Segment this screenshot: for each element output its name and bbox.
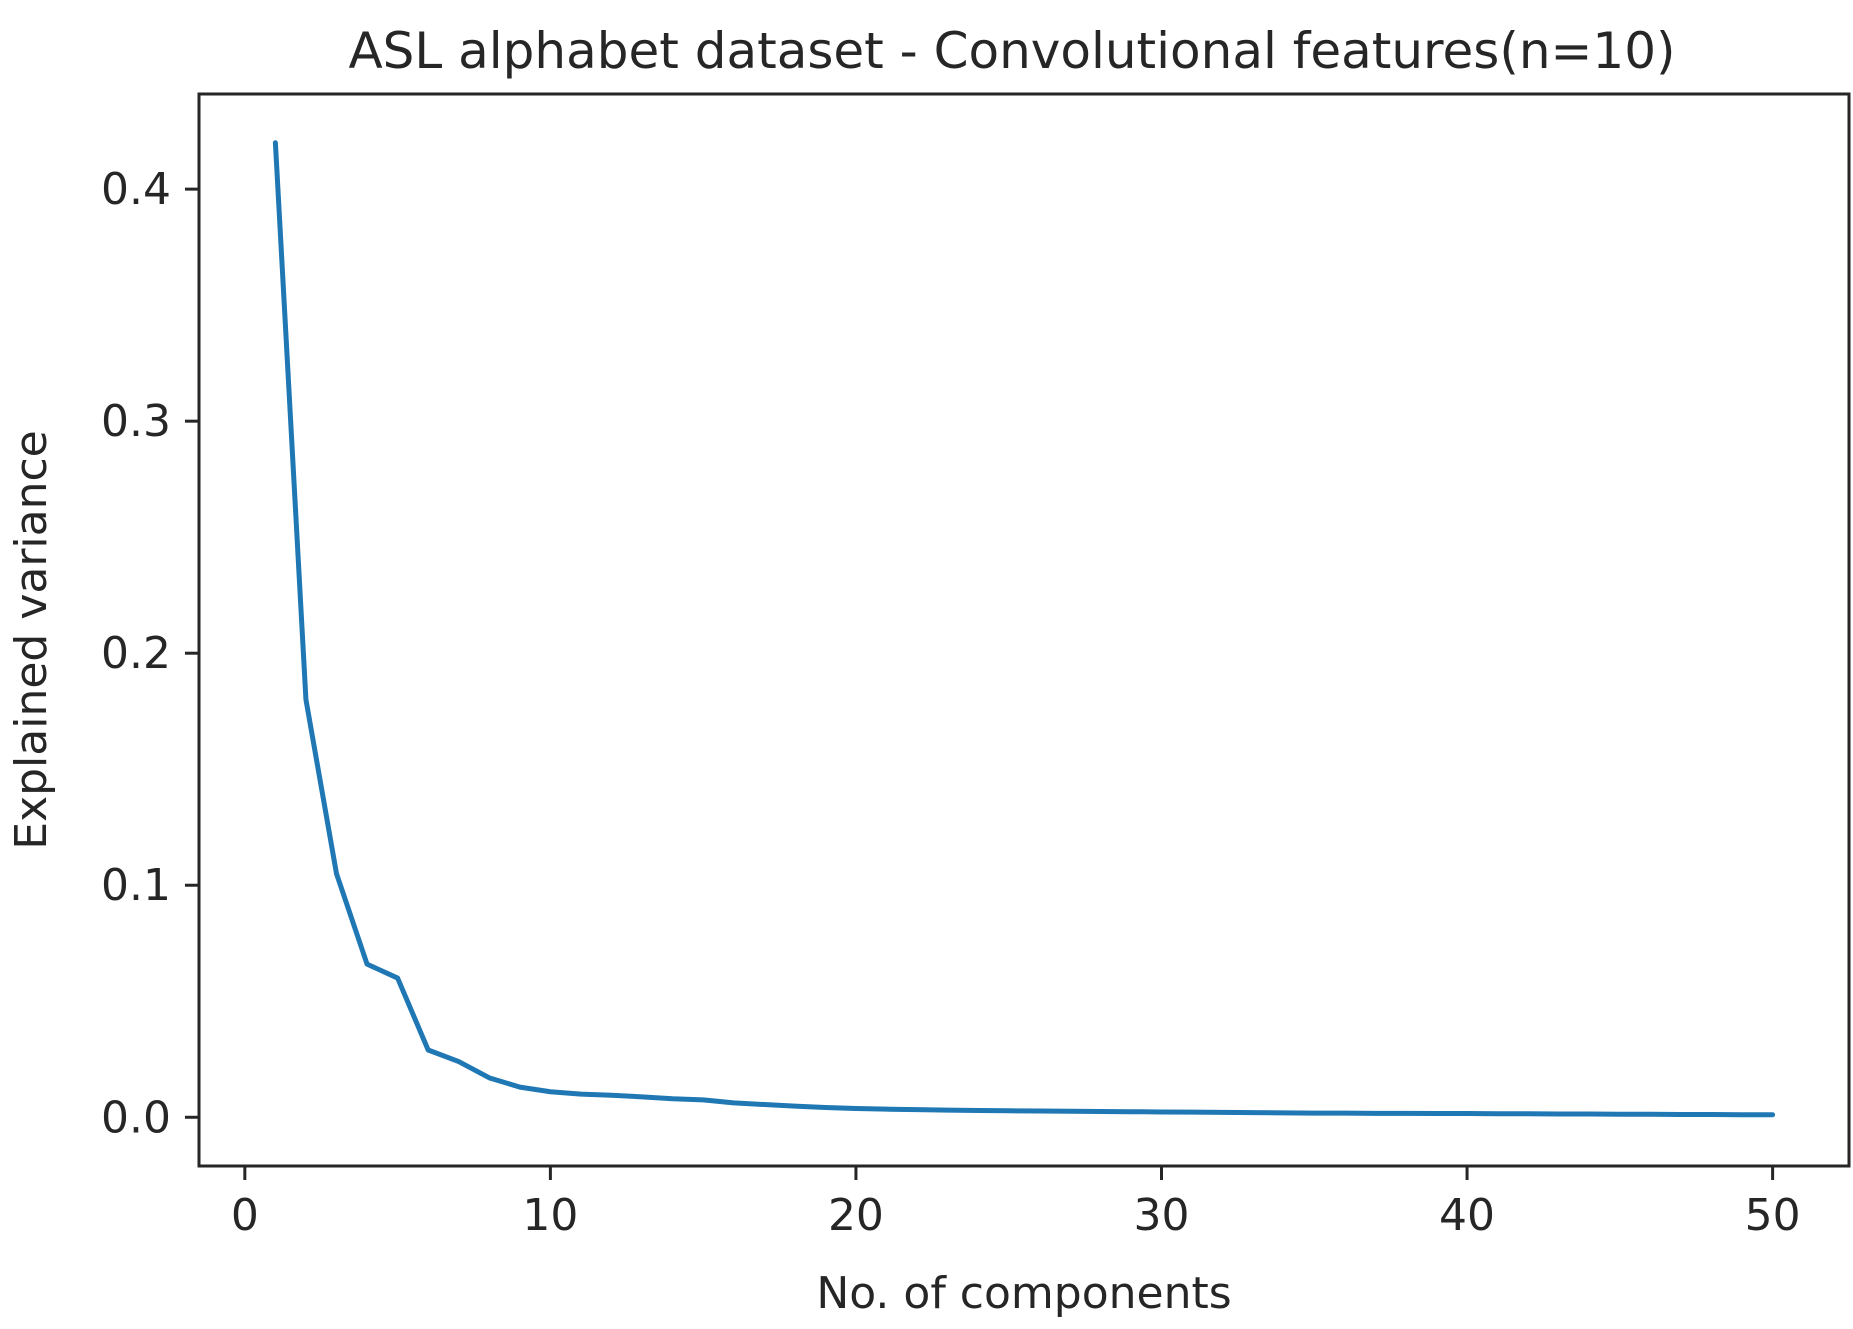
chart-title: ASL alphabet dataset - Convolutional fea… bbox=[348, 22, 1675, 80]
series-group bbox=[272, 140, 1776, 1118]
x-tick-label: 50 bbox=[1745, 1190, 1801, 1241]
y-tick-label: 0.2 bbox=[101, 628, 171, 679]
y-axis-ticks: 0.0 0.1 0.2 0.3 0.4 bbox=[101, 164, 199, 1143]
x-tick-label: 40 bbox=[1439, 1190, 1495, 1241]
x-tick-label: 30 bbox=[1134, 1190, 1190, 1241]
x-tick-label: 20 bbox=[828, 1190, 884, 1241]
x-tick-label: 0 bbox=[231, 1190, 259, 1241]
plot-area-frame bbox=[197, 92, 1851, 1168]
y-tick-label: 0.1 bbox=[101, 860, 171, 911]
y-tick-label: 0.0 bbox=[101, 1092, 171, 1143]
y-tick-label: 0.3 bbox=[101, 396, 171, 447]
x-axis-label: No. of components bbox=[816, 1268, 1231, 1319]
y-tick-label: 0.4 bbox=[101, 164, 171, 215]
series-line-0 bbox=[272, 140, 1776, 1118]
x-axis-ticks: 0 10 20 30 40 50 bbox=[231, 1166, 1801, 1241]
y-axis-label: Explained variance bbox=[6, 430, 57, 849]
x-tick-label: 10 bbox=[522, 1190, 578, 1241]
